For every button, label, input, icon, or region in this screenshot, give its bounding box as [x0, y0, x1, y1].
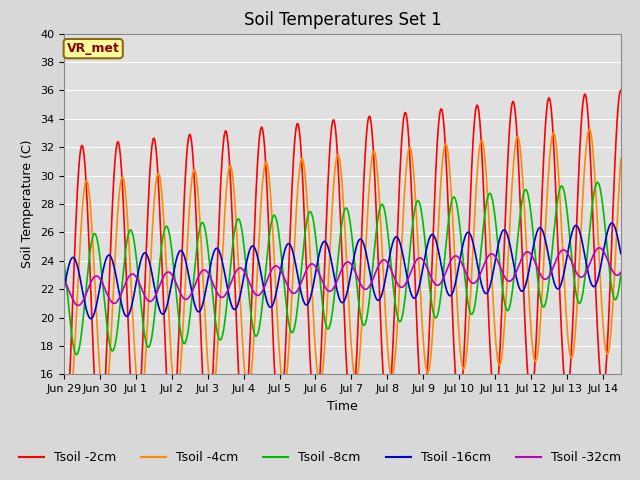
Y-axis label: Soil Temperature (C): Soil Temperature (C) [22, 140, 35, 268]
Text: VR_met: VR_met [67, 42, 120, 55]
Title: Soil Temperatures Set 1: Soil Temperatures Set 1 [244, 11, 441, 29]
Legend: Tsoil -2cm, Tsoil -4cm, Tsoil -8cm, Tsoil -16cm, Tsoil -32cm: Tsoil -2cm, Tsoil -4cm, Tsoil -8cm, Tsoi… [14, 446, 626, 469]
X-axis label: Time: Time [327, 400, 358, 413]
